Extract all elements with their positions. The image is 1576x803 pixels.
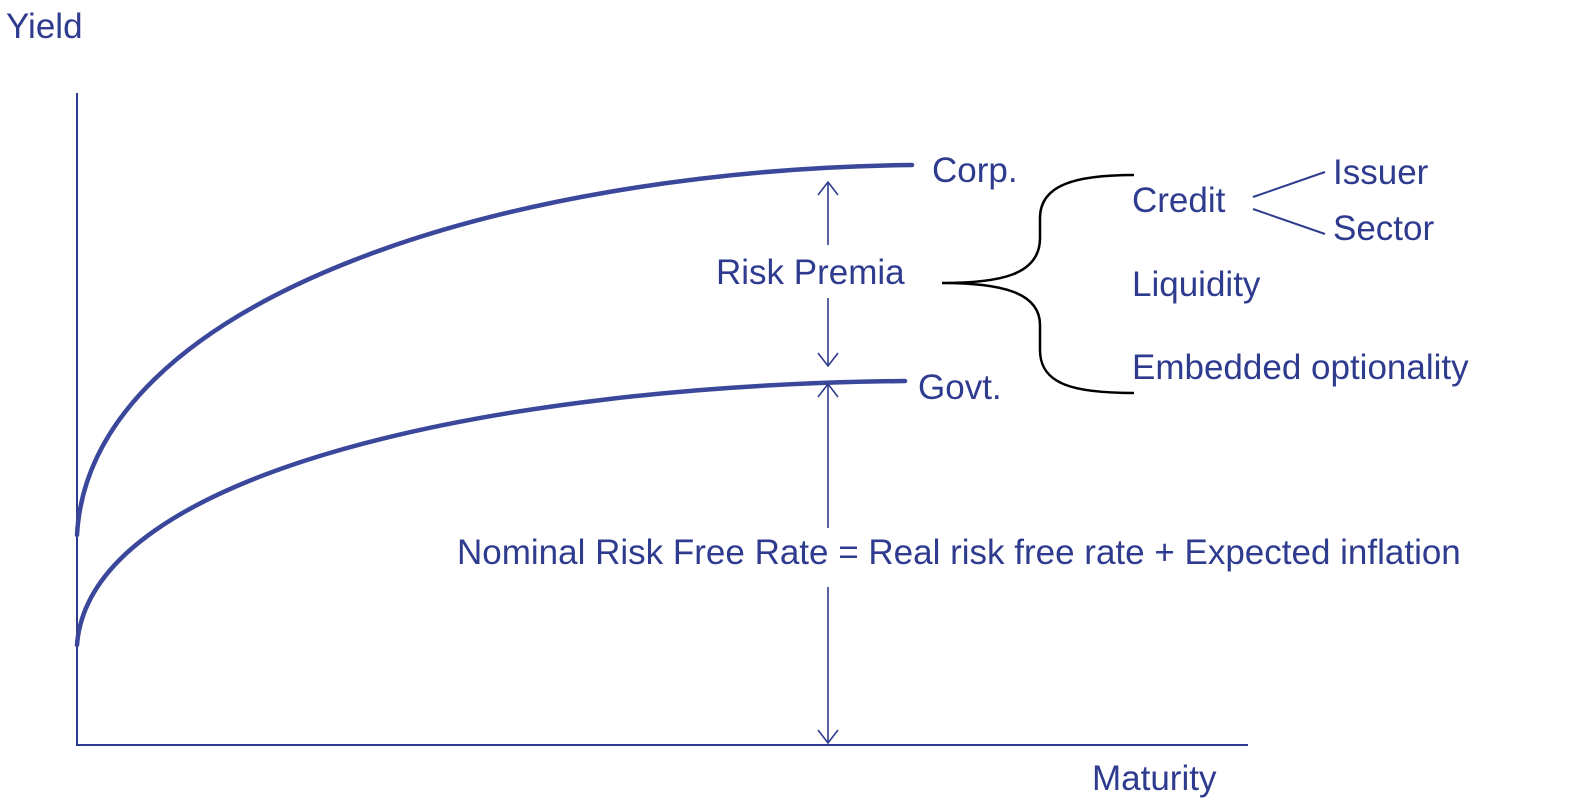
liquidity-label: Liquidity xyxy=(1132,265,1261,304)
nominal-rate-arrow xyxy=(817,382,839,745)
issuer-label: Issuer xyxy=(1333,153,1429,192)
government-yield-curve xyxy=(74,378,908,648)
corporate-yield-curve-line xyxy=(74,162,915,538)
credit-issuer-connector xyxy=(1252,171,1326,198)
credit-sector-connector xyxy=(1252,208,1326,235)
corporate-curve-label: Corp. xyxy=(932,151,1018,190)
risk-premia-label: Risk Premia xyxy=(716,253,905,292)
x-axis-label: Maturity xyxy=(1092,759,1217,798)
nominal-rate-label: Nominal Risk Free Rate = Real risk free … xyxy=(457,533,1461,572)
risk-premia-arrow xyxy=(817,180,839,368)
credit-label: Credit xyxy=(1132,181,1226,220)
government-curve-label: Govt. xyxy=(918,368,1002,407)
risk-premia-brace xyxy=(941,173,1135,395)
sector-label: Sector xyxy=(1333,209,1434,248)
embedded-optionality-label: Embedded optionality xyxy=(1132,348,1469,387)
y-axis-label: Yield xyxy=(6,7,83,46)
